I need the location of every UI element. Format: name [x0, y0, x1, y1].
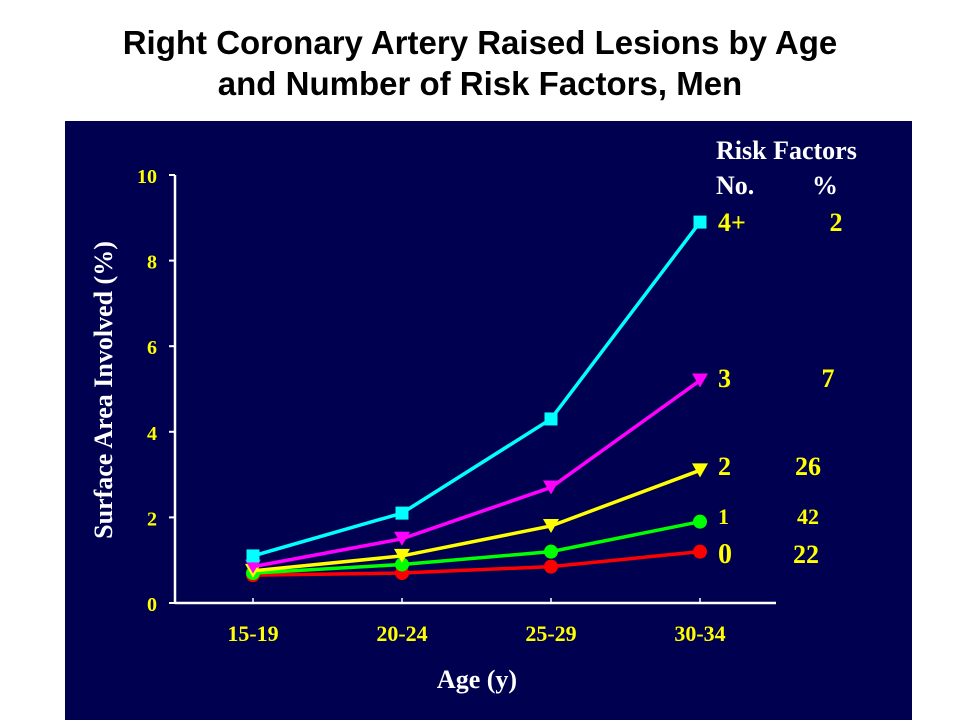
series-label-no: 3	[718, 364, 731, 393]
series-label-no: 2	[718, 452, 731, 481]
data-point-triangle	[543, 480, 559, 495]
data-point-triangle	[543, 518, 559, 533]
series-label-pct: 42	[797, 504, 819, 529]
y-tick-label: 10	[137, 166, 157, 188]
y-axis-title: Surface Area Involved (%)	[89, 241, 118, 539]
series-label-no: 1	[718, 504, 729, 529]
series-4plus	[246, 215, 707, 563]
y-tick-label: 4	[147, 423, 157, 445]
data-point-square	[544, 412, 558, 426]
series-label-pct: 26	[795, 452, 821, 481]
series-line	[252, 519, 701, 575]
title-line-2: and Number of Risk Factors, Men	[217, 65, 743, 102]
data-point-triangle	[394, 531, 410, 546]
y-tick-label: 0	[147, 594, 157, 616]
labels-group: Risk Factors No. % Age (y) Surface Area …	[89, 136, 857, 694]
y-tick-label: 2	[147, 508, 157, 530]
series-label-pct: 2	[830, 208, 843, 237]
data-point-square	[395, 506, 409, 520]
series-label-pct: 22	[793, 540, 819, 569]
data-point-triangle	[692, 373, 708, 388]
series-label-no: 0	[718, 539, 732, 570]
data-point-square	[246, 549, 260, 563]
data-point-circle	[693, 514, 707, 529]
x-tick-label: 20-24	[376, 621, 427, 646]
data-point-circle	[544, 559, 558, 574]
y-tick-label: 8	[147, 252, 157, 274]
data-point-triangle	[245, 559, 261, 574]
x-tick-label: 30-34	[674, 621, 725, 646]
series-line	[252, 221, 702, 558]
series-group	[245, 215, 708, 583]
data-point-circle	[544, 544, 558, 559]
series-label-no: 4+	[718, 208, 746, 237]
series-3	[245, 373, 708, 574]
x-tick-label: 15-19	[227, 621, 278, 646]
chart-panel	[65, 121, 912, 720]
data-point-circle	[395, 557, 409, 572]
data-point-square	[693, 215, 707, 229]
legend-heading: Risk Factors	[716, 136, 857, 165]
series-label-pct: 7	[822, 364, 835, 393]
series-line	[252, 468, 701, 573]
series-line	[252, 549, 701, 577]
chart-title: Right Coronary Artery Raised Lesions by …	[0, 22, 960, 104]
data-point-triangle	[394, 548, 410, 563]
x-tick-label: 25-29	[525, 621, 576, 646]
series-line	[252, 379, 702, 569]
y-tick-label: 6	[147, 337, 157, 359]
legend-col-no: No.	[716, 171, 754, 200]
data-point-circle	[693, 544, 707, 559]
title-line-1: Right Coronary Artery Raised Lesions by …	[122, 24, 838, 61]
legend-col-pct: %	[812, 171, 838, 200]
data-point-triangle	[692, 463, 708, 478]
x-axis-title: Age (y)	[437, 665, 517, 694]
series-2	[245, 463, 708, 578]
